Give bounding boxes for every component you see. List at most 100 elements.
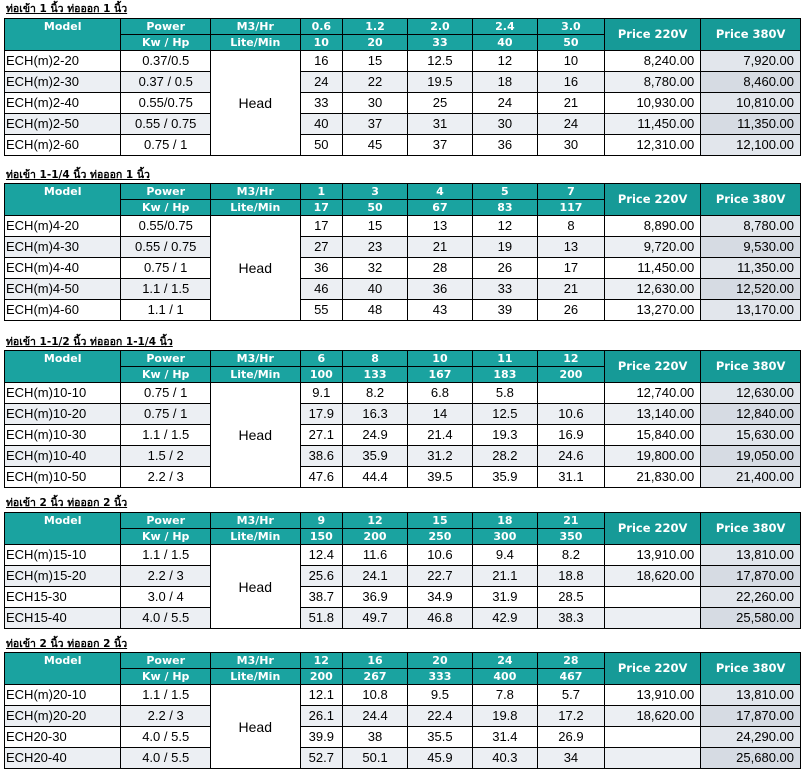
price-380v-cell: 17,870.00: [700, 565, 801, 587]
price-380v-cell: 25,580.00: [700, 607, 801, 629]
head-value-cell: 28: [407, 257, 473, 279]
header-flow-unit-lpm: Lite/Min: [209, 199, 301, 216]
flow-m3hr: 9: [299, 512, 344, 529]
pump-price-table: Model Power M3/Hr 6 8 10 11 12 Price 220V Price 3…: [3, 350, 801, 488]
price-220v-cell: 13,910.00: [604, 544, 702, 566]
flow-lpm: 400: [471, 668, 538, 685]
power-cell: 1.1 / 1.5: [120, 544, 211, 566]
head-value-cell: 24.4: [342, 705, 408, 727]
head-value-cell: 26.1: [299, 705, 344, 727]
price-380v-cell: 22,260.00: [700, 586, 801, 608]
power-cell: 0.75 / 1: [120, 403, 211, 425]
head-value-cell: 5.7: [536, 684, 606, 706]
head-value-cell: 45.9: [407, 747, 473, 769]
header-price-220v: Price 220V: [604, 18, 702, 51]
power-cell: 0.75 / 1: [120, 134, 211, 156]
head-value-cell: 34: [536, 747, 606, 769]
head-value-cell: 46.8: [407, 607, 473, 629]
flow-lpm: 50: [536, 34, 606, 51]
flow-lpm: 100: [299, 366, 344, 383]
head-value-cell: 37: [342, 113, 408, 135]
price-220v-cell: [604, 747, 702, 769]
price-380v-cell: 10,810.00: [700, 92, 801, 114]
head-value-cell: 50.1: [342, 747, 408, 769]
price-380v-cell: 11,350.00: [700, 113, 801, 135]
header-row: Kw / Hp Lite/Min 200 267 333 400 467: [5, 668, 801, 685]
flow-m3hr: 12: [536, 350, 606, 367]
head-label: Head: [209, 684, 301, 769]
price-220v-cell: 18,620.00: [604, 705, 702, 727]
head-label: Head: [209, 50, 301, 156]
head-value-cell: 28.5: [536, 586, 606, 608]
price-220v-cell: 8,240.00: [604, 50, 702, 72]
price-220v-cell: 10,930.00: [604, 92, 702, 114]
price-220v-cell: 18,620.00: [604, 565, 702, 587]
head-value-cell: 30: [342, 92, 408, 114]
power-cell: 0.55 / 0.75: [120, 236, 211, 258]
power-cell: 1.5 / 2: [120, 445, 211, 467]
head-value-cell: 27.1: [299, 424, 344, 446]
price-380v-cell: 8,780.00: [700, 215, 801, 237]
model-cell: ECH(m)10-10: [3, 382, 122, 404]
pump-price-table: Model Power M3/Hr 9 12 15 18 21 Price 220V Price …: [3, 512, 801, 629]
head-value-cell: 30: [536, 134, 606, 156]
head-value-cell: 19.3: [471, 424, 538, 446]
model-cell: ECH(m)15-20: [3, 565, 122, 587]
price-220v-cell: 9,720.00: [604, 236, 702, 258]
head-value-cell: 49.7: [342, 607, 408, 629]
flow-lpm: 150: [299, 528, 344, 545]
head-value-cell: 10.6: [536, 403, 606, 425]
head-value-cell: 19.5: [407, 71, 473, 93]
price-380v-cell: 12,520.00: [700, 278, 801, 300]
model-cell: ECH(m)2-60: [3, 134, 122, 156]
header-flow-unit-lpm: Lite/Min: [209, 366, 301, 383]
section-title: ท่อเข้า 1 นิ้ว ท่อออก 1 นิ้ว: [6, 3, 128, 15]
power-cell: 4.0 / 5.5: [120, 726, 211, 748]
head-value-cell: 16: [299, 50, 344, 72]
flow-lpm: 200: [536, 366, 606, 383]
head-value-cell: 43: [407, 299, 473, 321]
flow-m3hr: 10: [407, 350, 473, 367]
flow-m3hr: 3.0: [536, 18, 606, 35]
head-value-cell: 16: [536, 71, 606, 93]
header-price-220v: Price 220V: [604, 183, 702, 216]
price-220v-cell: 13,270.00: [604, 299, 702, 321]
flow-lpm: 17: [299, 199, 344, 216]
head-value-cell: 35.9: [471, 466, 538, 488]
section-title: ท่อเข้า 2 นิ้ว ท่อออก 2 นิ้ว: [6, 638, 128, 650]
power-cell: 2.2 / 3: [120, 565, 211, 587]
section-title: ท่อเข้า 2 นิ้ว ท่อออก 2 นิ้ว: [6, 497, 128, 509]
price-220v-cell: 15,840.00: [604, 424, 702, 446]
table-row: ECH(m)4-40 0.75 / 1 36 32 28 26 17 11,450.00 11,…: [3, 257, 801, 279]
head-label: Head: [209, 544, 301, 629]
header-price-220v: Price 220V: [604, 652, 702, 685]
head-value-cell: 21.1: [471, 565, 538, 587]
header-price-380v: Price 380V: [700, 652, 801, 685]
head-label: Head: [209, 382, 301, 488]
head-value-cell: 8.2: [342, 382, 408, 404]
head-value-cell: 39.5: [407, 466, 473, 488]
head-value-cell: 52.7: [299, 747, 344, 769]
power-cell: 0.37/0.5: [120, 50, 211, 72]
head-value-cell: 35.9: [342, 445, 408, 467]
head-value-cell: 40: [299, 113, 344, 135]
head-value-cell: 38.3: [536, 607, 606, 629]
price-380v-cell: 25,680.00: [700, 747, 801, 769]
head-value-cell: 15: [342, 215, 408, 237]
price-380v-cell: 12,840.00: [700, 403, 801, 425]
header-price-380v: Price 380V: [700, 350, 801, 383]
section-title: ท่อเข้า 1-1/2 นิ้ว ท่อออก 1-1/4 นิ้ว: [6, 336, 173, 348]
price-380v-cell: 24,290.00: [700, 726, 801, 748]
power-cell: 4.0 / 5.5: [120, 607, 211, 629]
head-value-cell: 42.9: [471, 607, 538, 629]
header-power: Power: [120, 18, 211, 35]
price-220v-cell: 12,630.00: [604, 278, 702, 300]
model-cell: ECH(m)4-50: [3, 278, 122, 300]
price-380v-cell: 7,920.00: [700, 50, 801, 72]
head-value-cell: 31.4: [471, 726, 538, 748]
head-value-cell: 40.3: [471, 747, 538, 769]
price-220v-cell: 8,780.00: [604, 71, 702, 93]
head-value-cell: 36.9: [342, 586, 408, 608]
flow-lpm: 250: [407, 528, 473, 545]
head-value-cell: 36: [471, 134, 538, 156]
